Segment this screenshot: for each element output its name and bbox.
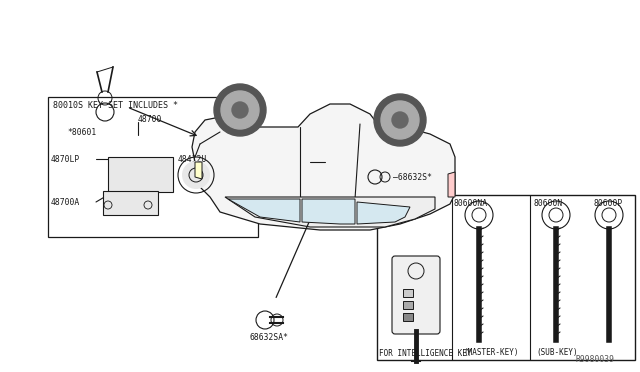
Bar (403, 289, 413, 297)
Polygon shape (302, 199, 355, 224)
Text: 4870LP: 4870LP (51, 154, 80, 164)
Text: 80600NA: 80600NA (454, 199, 488, 208)
Text: (MASTER-KEY): (MASTER-KEY) (463, 349, 518, 357)
Text: 80600N: 80600N (533, 199, 563, 208)
Circle shape (232, 102, 248, 118)
Text: 48700A: 48700A (51, 198, 80, 206)
Circle shape (182, 161, 210, 189)
Circle shape (374, 94, 426, 146)
Bar (108, 157, 173, 192)
Circle shape (381, 101, 419, 139)
Circle shape (221, 91, 259, 129)
Text: 80600P: 80600P (593, 199, 622, 208)
Text: FOR INTELLIGENCE KEY: FOR INTELLIGENCE KEY (379, 349, 472, 357)
Polygon shape (357, 202, 410, 224)
Polygon shape (448, 172, 455, 197)
Bar (403, 313, 413, 321)
Bar (377, 195, 635, 360)
Text: (285E3): (285E3) (381, 206, 415, 215)
Bar (103, 191, 158, 215)
Text: (SUB-KEY): (SUB-KEY) (536, 349, 578, 357)
Polygon shape (225, 197, 435, 227)
Text: 48412U: 48412U (178, 154, 207, 164)
Polygon shape (195, 162, 202, 179)
Polygon shape (228, 199, 300, 222)
Text: SEC.253: SEC.253 (381, 199, 415, 208)
Text: 68632SA*: 68632SA* (250, 334, 289, 343)
Circle shape (392, 112, 408, 128)
Text: R9980039: R9980039 (575, 356, 614, 365)
Text: 80010S KEY SET INCLUDES *: 80010S KEY SET INCLUDES * (53, 100, 178, 109)
Text: —68632S*: —68632S* (393, 173, 432, 182)
Text: 48700: 48700 (138, 115, 163, 124)
Text: *80601: *80601 (67, 128, 96, 137)
Circle shape (214, 84, 266, 136)
Polygon shape (192, 104, 455, 230)
FancyBboxPatch shape (392, 256, 440, 334)
Bar (48, 97, 258, 237)
Bar (403, 301, 413, 309)
